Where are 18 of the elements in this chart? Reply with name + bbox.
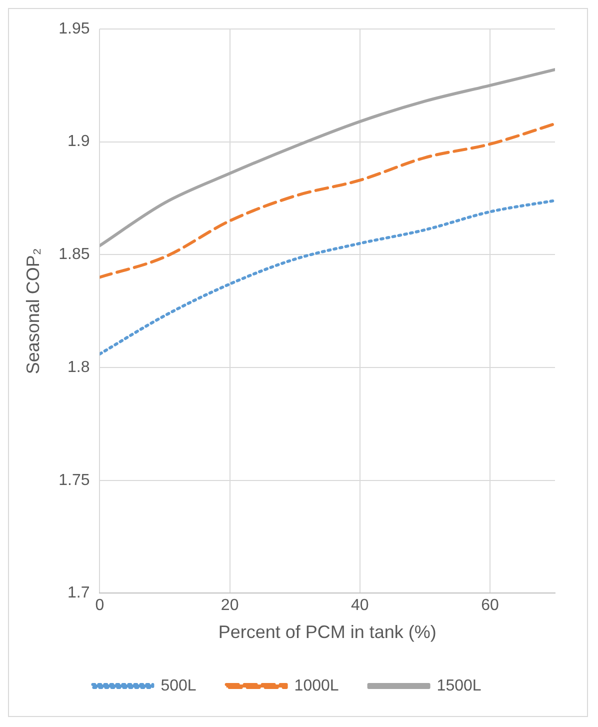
y-tick-label: 1.95 xyxy=(58,20,90,38)
x-tick-label: 20 xyxy=(220,597,239,614)
x-tick-label: 40 xyxy=(350,597,369,614)
legend-label: 500L xyxy=(160,677,196,694)
y-tick-label: 1.8 xyxy=(67,358,90,376)
y-tick-label: 1.9 xyxy=(67,133,90,150)
line-series xyxy=(100,68,555,248)
x-axis-title: Percent of PCM in tank (%) xyxy=(218,622,436,642)
y-tick-label: 1.7 xyxy=(67,584,90,602)
line-series xyxy=(100,122,555,279)
legend-label: 1500L xyxy=(436,677,482,694)
y-axis-title: Seasonal COP₂ xyxy=(22,248,43,374)
x-tick-label: 60 xyxy=(481,597,499,614)
y-tick-label: 1.85 xyxy=(58,246,90,264)
x-tick-label: 0 xyxy=(95,597,104,614)
legend-label: 1000L xyxy=(294,677,339,694)
y-tick-label: 1.75 xyxy=(58,472,90,489)
line-series xyxy=(100,199,555,356)
